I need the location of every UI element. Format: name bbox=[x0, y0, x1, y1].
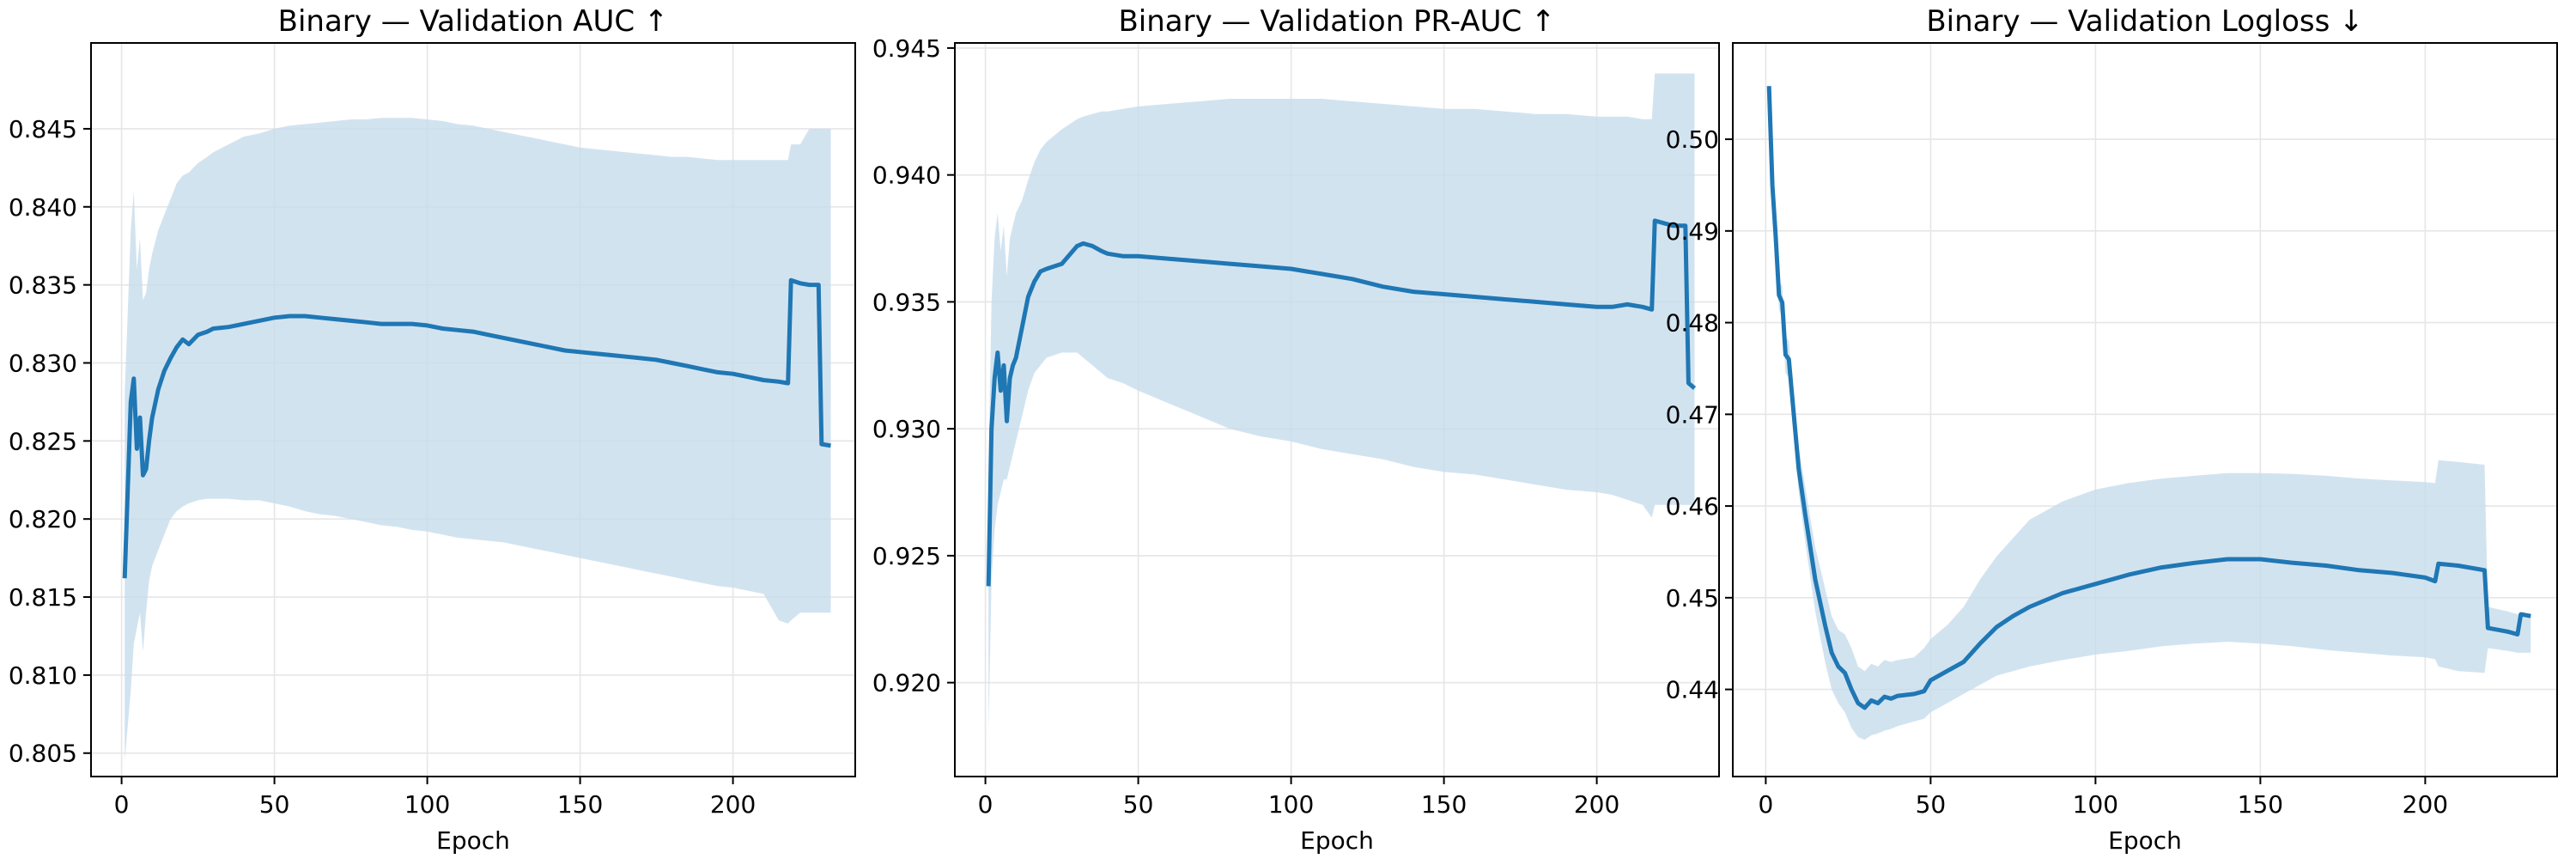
std-band bbox=[125, 118, 831, 761]
x-ticks: 0 50 100 150 200 bbox=[114, 777, 756, 819]
axes-frame bbox=[954, 42, 1720, 777]
x-tick-label: 200 bbox=[1574, 790, 1619, 819]
y-ticks: 0.44 0.45 0.46 0.47 0.48 0.49 0.50 bbox=[1666, 125, 1733, 704]
x-axis-label: Epoch bbox=[2108, 826, 2182, 855]
y-tick-label: 0.840 bbox=[9, 193, 77, 222]
y-tick-label: 0.810 bbox=[9, 661, 77, 690]
y-tick-label: 0.46 bbox=[1666, 492, 1719, 521]
y-tick-label: 0.44 bbox=[1666, 676, 1719, 704]
mean-line bbox=[986, 218, 1697, 587]
panel-pr-auc: 0 50 100 150 200 0.9200.9250.9300.9350.9400.… bbox=[872, 4, 1720, 855]
x-tick-label: 200 bbox=[710, 790, 756, 819]
x-tick-label: 50 bbox=[1123, 790, 1154, 819]
y-tick-label: 0.930 bbox=[872, 415, 941, 443]
std-band bbox=[988, 73, 1695, 734]
x-tick-label: 50 bbox=[259, 790, 290, 819]
x-ticks: 0 50 100 150 200 bbox=[1758, 777, 2448, 819]
x-tick-label: 0 bbox=[1758, 790, 1773, 819]
y-tick-label: 0.45 bbox=[1666, 584, 1719, 612]
y-tick-label: 0.805 bbox=[9, 740, 77, 768]
x-axis-label: Epoch bbox=[436, 826, 510, 855]
x-tick-label: 0 bbox=[114, 790, 130, 819]
x-tick-label: 200 bbox=[2403, 790, 2448, 819]
chart-title: Binary — Validation PR-AUC ↑ bbox=[1118, 4, 1555, 39]
y-tick-label: 0.925 bbox=[872, 542, 941, 570]
y-tick-label: 0.48 bbox=[1666, 309, 1719, 338]
x-tick-label: 150 bbox=[557, 790, 603, 819]
y-tick-label: 0.830 bbox=[9, 349, 77, 377]
y-tick-label: 0.920 bbox=[872, 669, 941, 698]
x-tick-label: 100 bbox=[1268, 790, 1314, 819]
y-tick-label: 0.49 bbox=[1666, 217, 1719, 246]
mean-line bbox=[1766, 86, 2531, 710]
y-tick-label: 0.845 bbox=[9, 115, 77, 143]
y-ticks: 0.805 0.810 0.815 0.820 0.825 0.830 0.835 0.840… bbox=[9, 115, 91, 768]
mean-line bbox=[122, 277, 831, 579]
axes-frame bbox=[1732, 42, 2558, 777]
panel-auc: 0 50 100 150 200 0.8050.8100.8150.8200.8250.… bbox=[9, 4, 856, 855]
x-tick-label: 150 bbox=[1421, 790, 1467, 819]
y-tick-label: 0.835 bbox=[9, 271, 77, 300]
y-tick-label: 0.940 bbox=[872, 161, 941, 190]
std-band bbox=[1769, 83, 2531, 740]
x-tick-label: 0 bbox=[978, 790, 993, 819]
y-tick-label: 0.825 bbox=[9, 427, 77, 455]
x-tick-label: 50 bbox=[1916, 790, 1947, 819]
chart-title: Binary — Validation Logloss ↓ bbox=[1926, 4, 2363, 39]
axes-frame bbox=[90, 42, 856, 777]
x-ticks: 0 50 100 150 200 bbox=[978, 777, 1619, 819]
y-tick-label: 0.50 bbox=[1666, 125, 1719, 154]
y-ticks: 0.920 0.925 0.930 0.935 0.940 0.945 bbox=[872, 34, 955, 698]
x-tick-label: 150 bbox=[2238, 790, 2283, 819]
y-tick-label: 0.47 bbox=[1666, 400, 1719, 429]
y-tick-label: 0.815 bbox=[9, 583, 77, 612]
x-tick-label: 100 bbox=[404, 790, 450, 819]
panel-logloss: 0 50 100 150 200 0.44 0.45 0.46 0.47 0.48 0.49 0.5… bbox=[1666, 4, 2558, 855]
x-axis-label: Epoch bbox=[1300, 826, 1374, 855]
chart-title: Binary — Validation AUC ↑ bbox=[278, 4, 669, 39]
x-tick-label: 100 bbox=[2073, 790, 2118, 819]
y-tick-label: 0.945 bbox=[872, 34, 941, 63]
y-tick-label: 0.820 bbox=[9, 505, 77, 533]
y-tick-label: 0.935 bbox=[872, 288, 941, 316]
